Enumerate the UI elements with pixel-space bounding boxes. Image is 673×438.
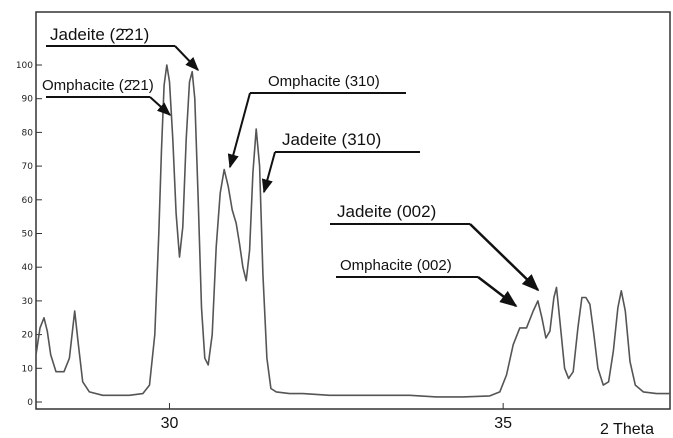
annotation-label: Omphacite (2̄21) <box>42 77 154 94</box>
y-tick-label: 0 <box>27 398 33 408</box>
x-tick-label: 30 <box>161 415 179 432</box>
y-tick-label: 10 <box>22 364 34 374</box>
x-axis: 30 35 <box>161 403 512 432</box>
diffraction-trace <box>35 64 670 398</box>
x-axis-label: 2 Theta <box>600 421 654 438</box>
y-tick-label: 30 <box>22 297 34 307</box>
annotation-omphacite-002: Omphacite (002) <box>336 257 518 308</box>
annotation-label: Omphacite (002) <box>340 257 452 274</box>
y-tick-label: 80 <box>22 128 34 138</box>
annotation-jadeite-221: Jadeite (2̄21) <box>46 25 199 72</box>
annotation-label: Jadeite (2̄21) <box>50 25 149 44</box>
plot-frame <box>35 11 671 410</box>
x-tick-label: 35 <box>494 415 512 432</box>
y-tick-label: 20 <box>22 331 34 341</box>
y-tick-label: 70 <box>22 162 34 172</box>
y-axis: 0 10 20 30 40 50 60 70 80 90 100 <box>16 61 42 408</box>
y-tick-label: 50 <box>22 230 34 240</box>
y-tick-label: 90 <box>22 95 34 105</box>
annotation-label: Omphacite (310) <box>268 73 380 90</box>
annotation-jadeite-310: Jadeite (310) <box>261 130 420 194</box>
annotation-label: Jadeite (310) <box>282 130 381 149</box>
annotation-omphacite-221: Omphacite (2̄21) <box>42 77 172 116</box>
y-tick-label: 60 <box>22 196 34 206</box>
y-tick-label: 40 <box>22 263 34 273</box>
annotation-jadeite-002: Jadeite (002) <box>330 202 540 292</box>
y-tick-label: 100 <box>16 61 33 71</box>
annotation-label: Jadeite (002) <box>337 202 436 221</box>
annotation-omphacite-310: Omphacite (310) <box>227 73 406 169</box>
